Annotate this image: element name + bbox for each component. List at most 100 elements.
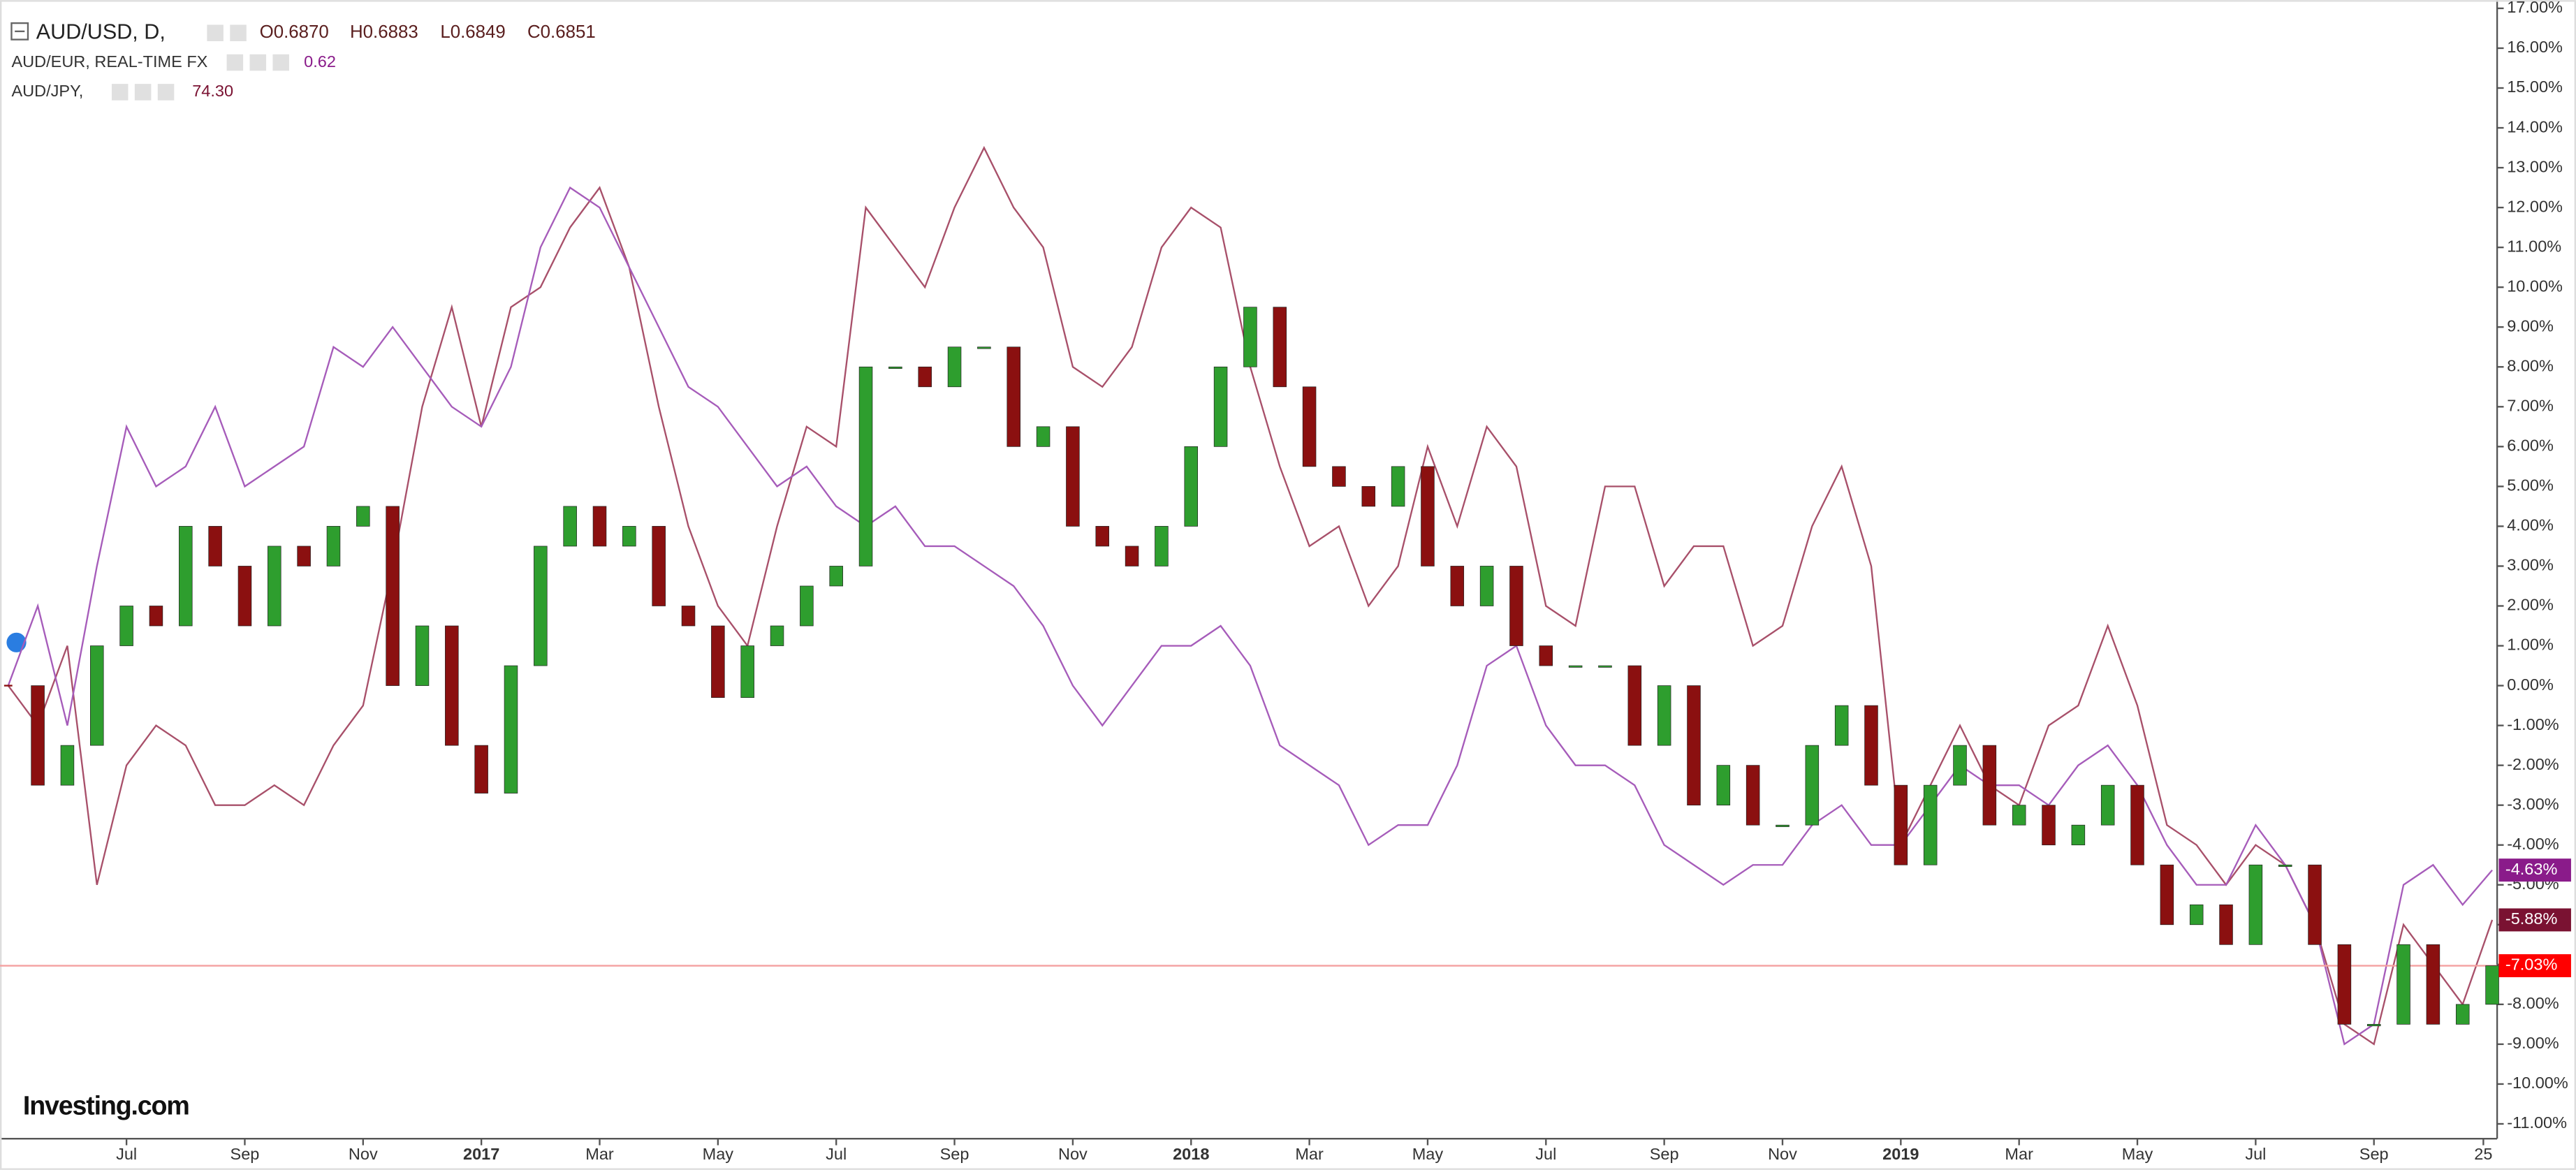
candle xyxy=(2337,944,2352,1025)
candle xyxy=(2042,805,2056,846)
candle xyxy=(888,366,902,369)
candle xyxy=(31,685,45,786)
x-tick-label: Sep xyxy=(940,1145,969,1163)
candle xyxy=(2278,864,2292,867)
last-value-label: -4.63% xyxy=(2505,860,2558,878)
y-tick-label: 10.00% xyxy=(2507,277,2563,295)
candle xyxy=(297,546,311,566)
candle xyxy=(534,546,548,666)
remove-icon[interactable] xyxy=(157,84,175,101)
x-tick-label: Nov xyxy=(1058,1145,1088,1163)
candle xyxy=(237,566,252,627)
candle xyxy=(770,625,784,646)
candle xyxy=(1332,466,1346,487)
open-value: O0.6870 xyxy=(260,22,329,42)
candle xyxy=(1776,824,1790,827)
series-line xyxy=(7,186,2493,1046)
remove-icon[interactable] xyxy=(272,54,289,71)
candle xyxy=(1036,426,1051,447)
y-tick-label: 3.00% xyxy=(2507,556,2554,574)
candle xyxy=(1687,685,1701,806)
y-tick-label: 13.00% xyxy=(2507,157,2563,175)
format-icon[interactable] xyxy=(249,54,267,71)
candle xyxy=(445,625,459,746)
low-value: L0.6849 xyxy=(440,22,505,42)
candle xyxy=(1155,526,1169,566)
candle xyxy=(1479,566,1494,606)
candle xyxy=(208,526,222,566)
candle xyxy=(60,745,75,786)
y-tick-label: 11.00% xyxy=(2507,237,2561,255)
candle xyxy=(2308,864,2322,945)
candle xyxy=(179,526,193,627)
candle xyxy=(1716,765,1731,806)
settings-icon[interactable] xyxy=(111,84,129,101)
candle xyxy=(1184,446,1199,527)
candle xyxy=(2012,805,2026,826)
x-tick-label: Mar xyxy=(1295,1145,1324,1163)
collapse-icon[interactable] xyxy=(10,22,29,41)
y-tick-label: 12.00% xyxy=(2507,197,2563,215)
x-tick-label: Jul xyxy=(1535,1145,1556,1163)
y-tick-label: 5.00% xyxy=(2507,476,2554,495)
candle xyxy=(90,645,104,746)
candle xyxy=(1391,466,1405,507)
settings-icon[interactable] xyxy=(226,54,244,71)
candle xyxy=(1243,307,1257,367)
y-tick-label: -9.00% xyxy=(2507,1034,2559,1052)
high-value: H0.6883 xyxy=(350,22,418,42)
candle xyxy=(563,506,577,547)
candle xyxy=(918,366,932,388)
y-tick-label: -1.00% xyxy=(2507,715,2559,733)
candle xyxy=(1982,745,1997,826)
candle xyxy=(2071,824,2086,846)
x-tick-label: May xyxy=(2122,1145,2153,1163)
candle xyxy=(1213,366,1228,447)
marker-icon[interactable] xyxy=(6,632,27,652)
candle xyxy=(474,745,488,794)
candle xyxy=(1864,705,1878,786)
candle xyxy=(740,645,754,699)
y-tick-label: 9.00% xyxy=(2507,316,2554,335)
candle xyxy=(2485,965,2499,1005)
x-tick-label: 2017 xyxy=(463,1145,499,1163)
candle xyxy=(2455,1004,2470,1025)
candle xyxy=(1361,486,1376,507)
candle xyxy=(2160,864,2174,926)
y-tick-label: 2.00% xyxy=(2507,596,2554,614)
candle xyxy=(1450,566,1465,606)
candle xyxy=(1539,645,1553,666)
candle xyxy=(2366,1024,2381,1027)
candle xyxy=(622,526,636,547)
candle xyxy=(1066,426,1080,527)
candle xyxy=(1007,346,1020,447)
x-tick-label: Sep xyxy=(230,1145,260,1163)
x-tick-label: Mar xyxy=(2005,1145,2033,1163)
candle xyxy=(2219,904,2233,945)
candle xyxy=(1894,784,1908,865)
candle xyxy=(1953,745,1967,786)
y-tick-label: 8.00% xyxy=(2507,356,2554,374)
candle xyxy=(1834,705,1849,746)
candle xyxy=(829,566,843,587)
candle xyxy=(504,665,518,794)
candle xyxy=(1805,745,1820,826)
candle xyxy=(2396,944,2410,1025)
x-tick-label: May xyxy=(1412,1145,1444,1163)
format-icon[interactable] xyxy=(230,24,247,41)
close-value: C0.6851 xyxy=(527,22,596,42)
candle xyxy=(1923,784,1938,865)
candle xyxy=(947,346,962,388)
settings-icon[interactable] xyxy=(207,24,224,41)
y-tick-label: -3.00% xyxy=(2507,795,2559,813)
y-tick-label: -11.00% xyxy=(2507,1113,2567,1132)
format-icon[interactable] xyxy=(134,84,152,101)
x-tick-label: Jul xyxy=(826,1145,847,1163)
y-tick-label: 7.00% xyxy=(2507,397,2554,415)
x-tick-label: Jul xyxy=(2245,1145,2266,1163)
x-tick-label: 2018 xyxy=(1173,1145,1209,1163)
last-value-tag xyxy=(2498,908,2571,932)
y-tick-label: -10.00% xyxy=(2507,1074,2568,1092)
